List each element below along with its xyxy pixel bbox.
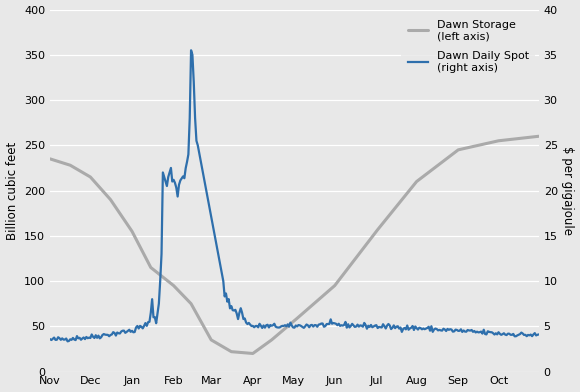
Dawn Daily Spot
(right axis) bbox=[515, 332, 522, 337]
Dawn Storage
(left axis) bbox=[249, 351, 256, 356]
Dawn Storage
(left axis) bbox=[241, 350, 248, 355]
Dawn Daily Spot
(right axis) bbox=[246, 322, 253, 327]
Dawn Daily Spot
(right axis) bbox=[535, 332, 542, 337]
Dawn Daily Spot
(right axis) bbox=[46, 337, 53, 341]
Line: Dawn Daily Spot
(right axis): Dawn Daily Spot (right axis) bbox=[50, 50, 539, 341]
Dawn Storage
(left axis) bbox=[535, 134, 542, 139]
Dawn Daily Spot
(right axis) bbox=[244, 322, 251, 327]
Legend: Dawn Storage
(left axis), Dawn Daily Spot
(right axis): Dawn Storage (left axis), Dawn Daily Spo… bbox=[401, 13, 535, 80]
Dawn Daily Spot
(right axis) bbox=[187, 48, 194, 53]
Y-axis label: Billion cubic feet: Billion cubic feet bbox=[6, 142, 19, 240]
Dawn Storage
(left axis) bbox=[244, 351, 251, 356]
Dawn Storage
(left axis) bbox=[150, 267, 157, 272]
Dawn Daily Spot
(right axis) bbox=[468, 328, 475, 332]
Dawn Daily Spot
(right axis) bbox=[64, 339, 71, 344]
Dawn Storage
(left axis) bbox=[181, 294, 188, 299]
Dawn Storage
(left axis) bbox=[46, 156, 53, 161]
Dawn Storage
(left axis) bbox=[467, 145, 474, 149]
Y-axis label: $ per gigajoule: $ per gigajoule bbox=[561, 146, 574, 235]
Line: Dawn Storage
(left axis): Dawn Storage (left axis) bbox=[50, 136, 539, 354]
Dawn Daily Spot
(right axis) bbox=[151, 315, 158, 319]
Dawn Daily Spot
(right axis) bbox=[182, 166, 189, 171]
Dawn Storage
(left axis) bbox=[514, 136, 521, 141]
